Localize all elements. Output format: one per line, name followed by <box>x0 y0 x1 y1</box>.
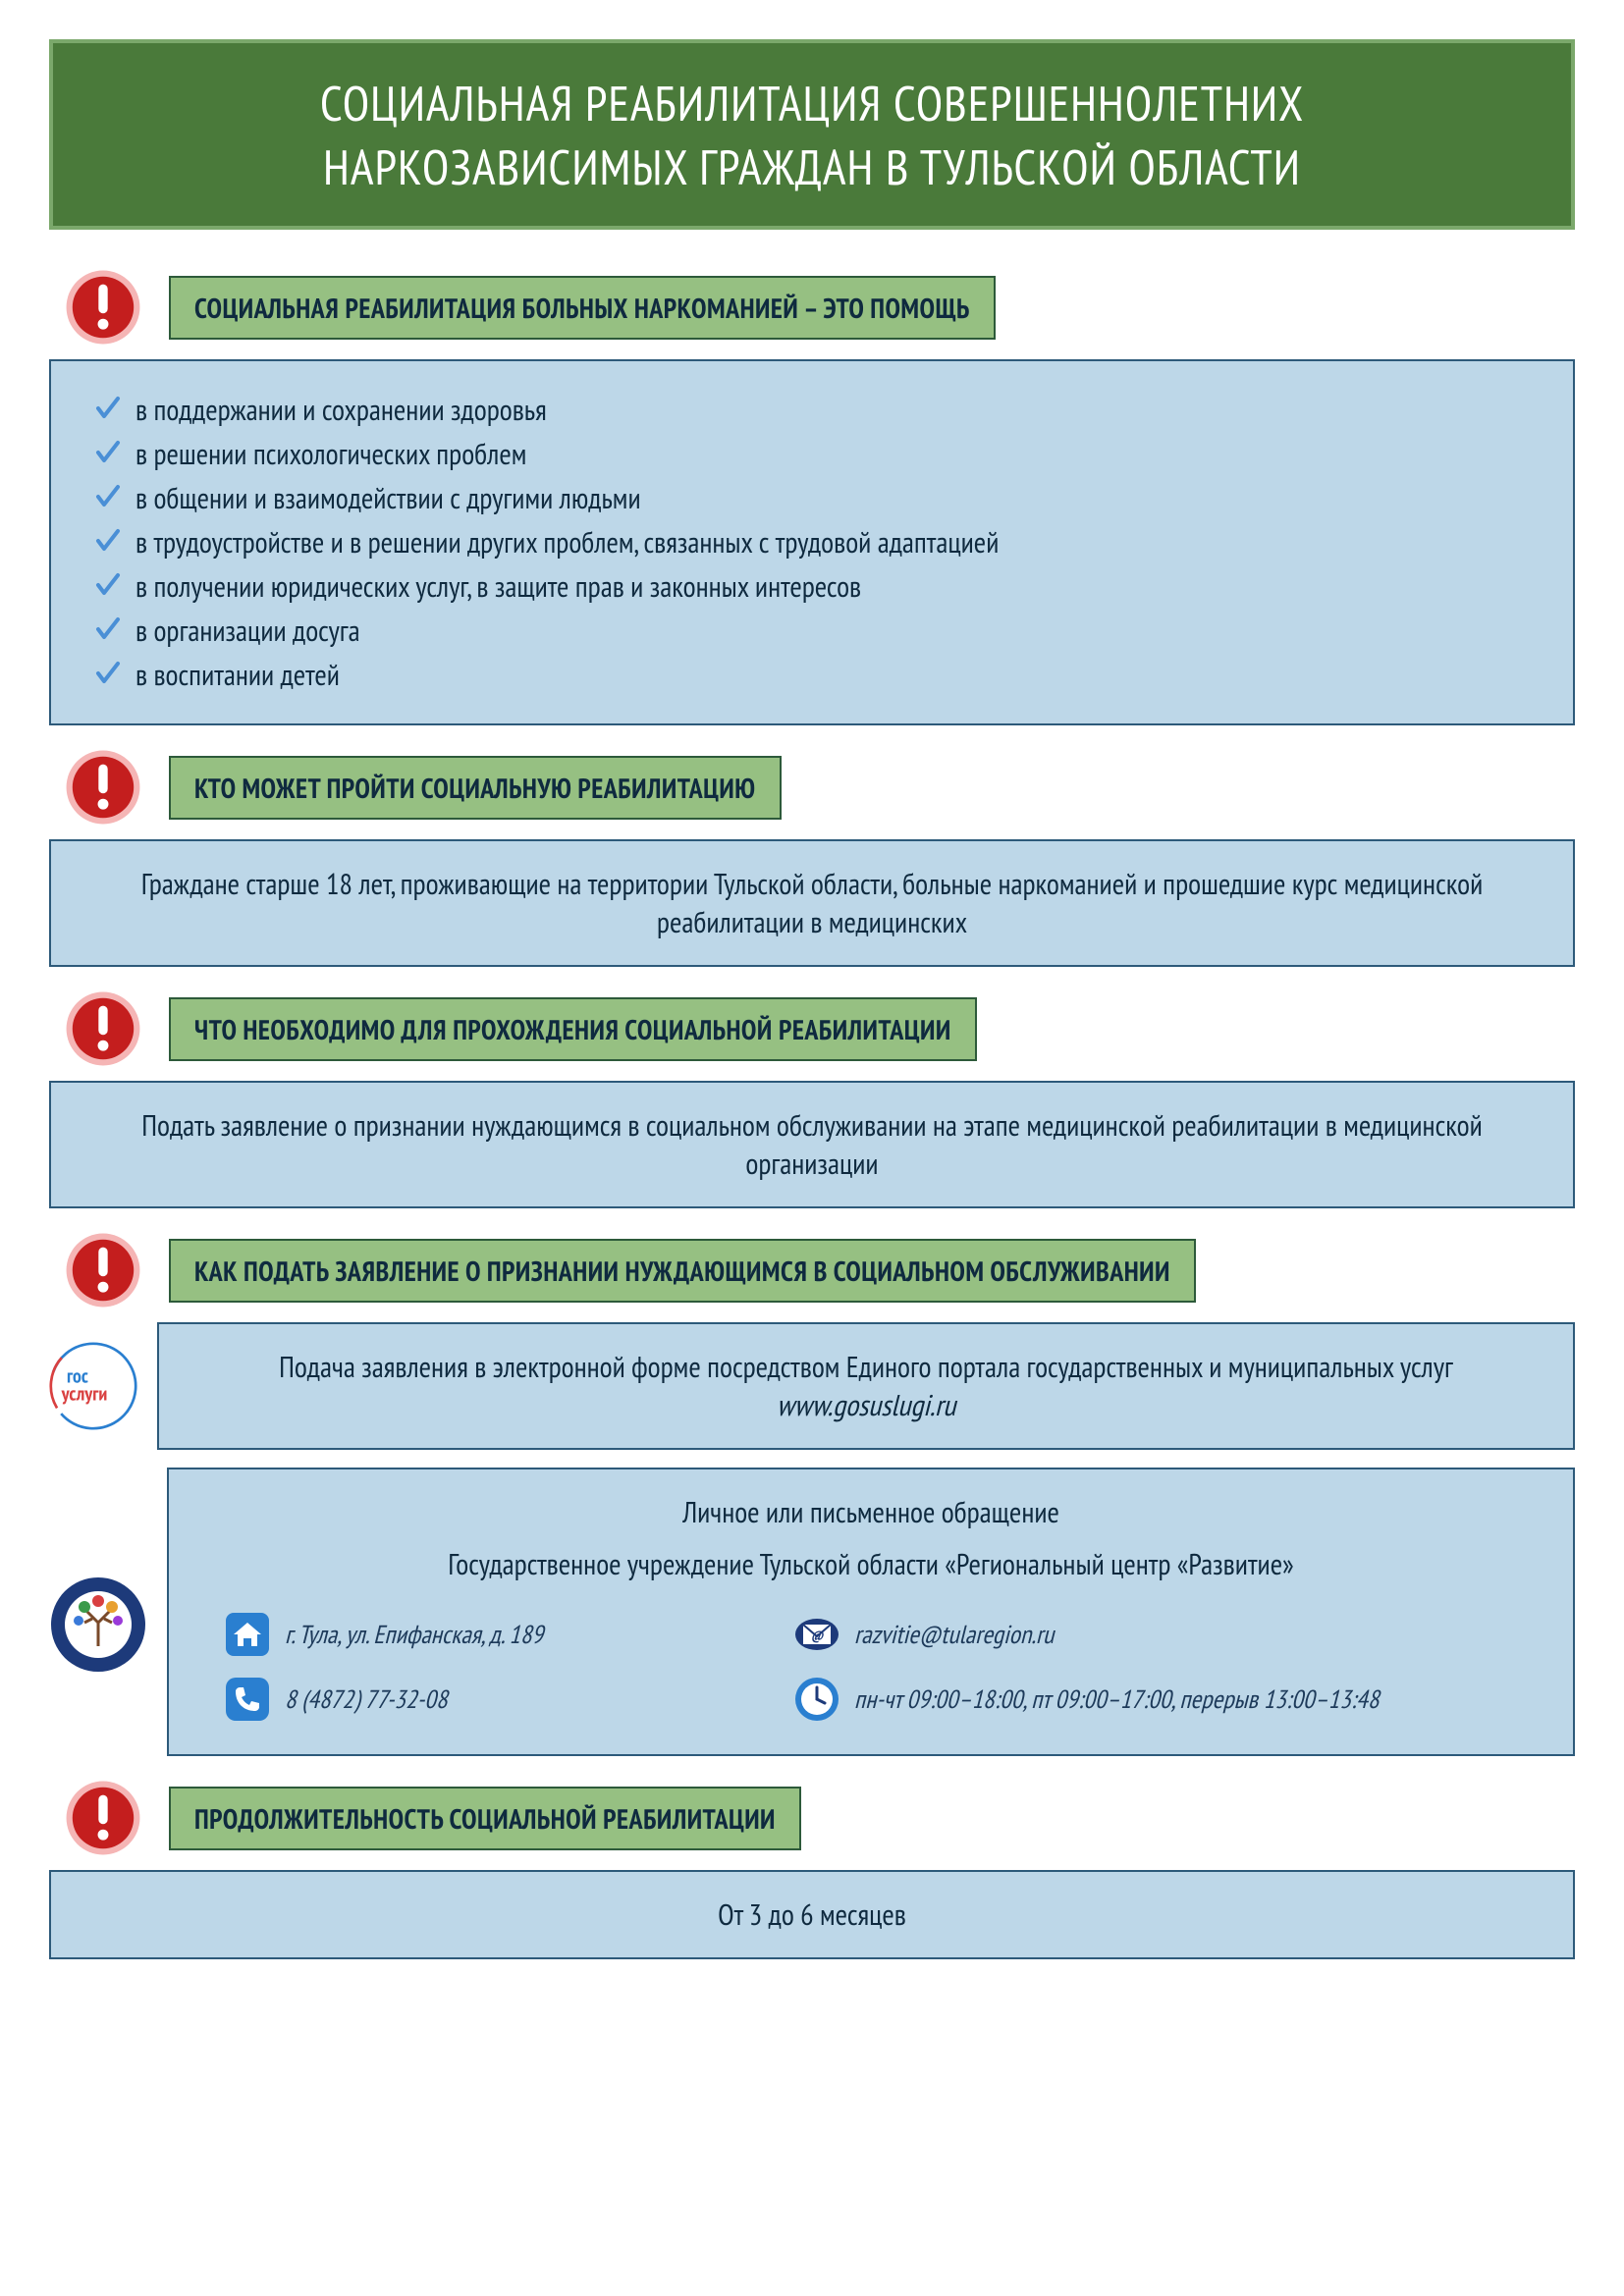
contact-phone: 8 (4872) 77-32-08 <box>285 1683 448 1716</box>
clock-icon <box>793 1676 840 1723</box>
check-icon <box>94 395 122 422</box>
gosuslugi-row: гос услуги Подача заявления в электронно… <box>49 1322 1575 1450</box>
gosuslugi-text: Подача заявления в электронной форме пос… <box>279 1348 1453 1386</box>
section-1-label: СОЦИАЛЬНАЯ РЕАБИЛИТАЦИЯ БОЛЬНЫХ НАРКОМАН… <box>169 276 996 340</box>
check-icon <box>94 660 122 687</box>
check-icon <box>94 615 122 643</box>
checklist: в поддержании и сохранении здоровья в ре… <box>82 391 1542 694</box>
section-1-header: СОЦИАЛЬНАЯ РЕАБИЛИТАЦИЯ БОЛЬНЫХ НАРКОМАН… <box>65 269 1575 346</box>
checklist-item: в воспитании детей <box>94 656 1542 694</box>
contact-phone-cell: 8 (4872) 77-32-08 <box>224 1676 793 1723</box>
contact-title: Личное или письменное обращение <box>200 1493 1542 1531</box>
contact-block: Личное или письменное обращение Государс… <box>49 1468 1575 1756</box>
checklist-item-text: в поддержании и сохранении здоровья <box>135 391 547 429</box>
check-icon <box>94 571 122 599</box>
checklist-item: в поддержании и сохранении здоровья <box>94 391 1542 429</box>
section-1-content: в поддержании и сохранении здоровья в ре… <box>49 359 1575 725</box>
page-title-box: СОЦИАЛЬНАЯ РЕАБИЛИТАЦИЯ СОВЕРШЕННОЛЕТНИХ… <box>49 39 1575 230</box>
checklist-item: в общении и взаимодействии с другими люд… <box>94 479 1542 517</box>
checklist-item-text: в общении и взаимодействии с другими люд… <box>135 479 641 517</box>
exclaim-icon <box>65 990 141 1067</box>
section-2-content: Граждане старше 18 лет, проживающие на т… <box>49 839 1575 967</box>
section-4-label: КАК ПОДАТЬ ЗАЯВЛЕНИЕ О ПРИЗНАНИИ НУЖДАЮЩ… <box>169 1239 1196 1303</box>
check-icon <box>94 527 122 555</box>
contact-hours: пн-чт 09:00–18:00, пт 09:00–17:00, перер… <box>854 1683 1380 1716</box>
section-5-label: ПРОДОЛЖИТЕЛЬНОСТЬ СОЦИАЛЬНОЙ РЕАБИЛИТАЦИ… <box>169 1787 801 1850</box>
contact-org: Государственное учреждение Тульской обла… <box>200 1545 1542 1583</box>
checklist-item-text: в воспитании детей <box>135 656 340 694</box>
checklist-item: в решении психологических проблем <box>94 435 1542 473</box>
section-2-header: КТО МОЖЕТ ПРОЙТИ СОЦИАЛЬНУЮ РЕАБИЛИТАЦИЮ <box>65 749 1575 826</box>
checklist-item-text: в решении психологических проблем <box>135 435 526 473</box>
svg-text:услуги: услуги <box>61 1381 108 1406</box>
section-4-header: КАК ПОДАТЬ ЗАЯВЛЕНИЕ О ПРИЗНАНИИ НУЖДАЮЩ… <box>65 1232 1575 1308</box>
contact-hours-cell: пн-чт 09:00–18:00, пт 09:00–17:00, перер… <box>793 1676 1518 1723</box>
razvitie-logo <box>49 1575 147 1674</box>
contact-email: razvitie@tularegion.ru <box>854 1619 1054 1651</box>
gosuslugi-url: www.gosuslugi.ru <box>777 1386 956 1424</box>
gosuslugi-box: Подача заявления в электронной форме пос… <box>157 1322 1575 1450</box>
checklist-item-text: в получении юридических услуг, в защите … <box>135 567 861 606</box>
home-icon <box>224 1611 271 1658</box>
exclaim-icon <box>65 749 141 826</box>
exclaim-icon <box>65 1780 141 1856</box>
check-icon <box>94 483 122 510</box>
title-line-2: НАРКОЗАВИСИМЫХ ГРАЖДАН В ТУЛЬСКОЙ ОБЛАСТ… <box>92 134 1532 198</box>
contact-address: г. Тула, ул. Епифанская, д. 189 <box>285 1619 543 1651</box>
checklist-item-text: в трудоустройстве и в решении других про… <box>135 523 999 561</box>
section-5-content: От 3 до 6 месяцев <box>49 1870 1575 1959</box>
section-3-content: Подать заявление о признании нуждающимся… <box>49 1081 1575 1208</box>
exclaim-icon <box>65 1232 141 1308</box>
section-5-header: ПРОДОЛЖИТЕЛЬНОСТЬ СОЦИАЛЬНОЙ РЕАБИЛИТАЦИ… <box>65 1780 1575 1856</box>
checklist-item: в получении юридических услуг, в защите … <box>94 567 1542 606</box>
email-icon: @ <box>793 1611 840 1658</box>
checklist-item: в трудоустройстве и в решении других про… <box>94 523 1542 561</box>
phone-icon <box>224 1676 271 1723</box>
title-line-1: СОЦИАЛЬНАЯ РЕАБИЛИТАЦИЯ СОВЕРШЕННОЛЕТНИХ <box>92 71 1532 134</box>
exclaim-icon <box>65 269 141 346</box>
contact-email-cell: @ razvitie@tularegion.ru <box>793 1611 1518 1658</box>
checklist-item: в организации досуга <box>94 612 1542 650</box>
gosuslugi-logo: гос услуги <box>49 1342 137 1430</box>
svg-text:@: @ <box>811 1627 824 1644</box>
contact-grid: г. Тула, ул. Епифанская, д. 189 @ razvit… <box>200 1611 1542 1731</box>
contact-box: Личное или письменное обращение Государс… <box>167 1468 1575 1756</box>
check-icon <box>94 439 122 466</box>
section-2-label: КТО МОЖЕТ ПРОЙТИ СОЦИАЛЬНУЮ РЕАБИЛИТАЦИЮ <box>169 756 782 820</box>
section-3-label: ЧТО НЕОБХОДИМО ДЛЯ ПРОХОЖДЕНИЯ СОЦИАЛЬНО… <box>169 997 977 1061</box>
section-3-header: ЧТО НЕОБХОДИМО ДЛЯ ПРОХОЖДЕНИЯ СОЦИАЛЬНО… <box>65 990 1575 1067</box>
checklist-item-text: в организации досуга <box>135 612 360 650</box>
contact-address-cell: г. Тула, ул. Епифанская, д. 189 <box>224 1611 793 1658</box>
